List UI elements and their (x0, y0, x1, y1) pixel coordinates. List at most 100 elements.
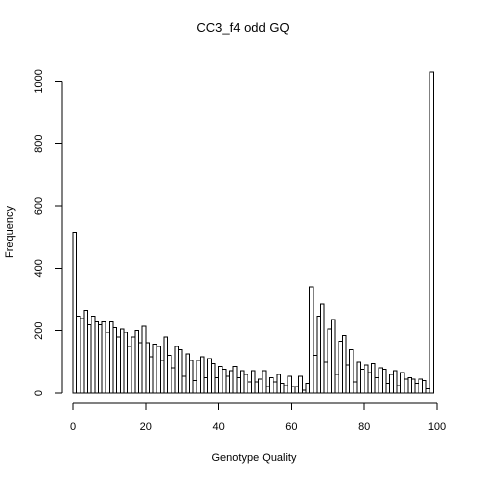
histogram-bar (418, 378, 423, 394)
histogram-bar (108, 320, 114, 394)
histogram-bar (79, 317, 85, 394)
histogram-bar (392, 370, 398, 394)
y-tick-label: 800 (33, 135, 45, 153)
histogram-bar (374, 376, 380, 394)
histogram-bar (265, 386, 271, 394)
histogram-bar (345, 364, 351, 394)
histogram-bar (367, 372, 372, 394)
histogram-bar (76, 316, 81, 394)
x-tick-label: 80 (358, 421, 370, 433)
x-tick-label: 40 (212, 421, 224, 433)
histogram-bar (247, 381, 252, 394)
histogram-bar (156, 345, 161, 394)
histogram-bar (429, 71, 434, 394)
histogram-bar (305, 383, 311, 394)
histogram-bar (276, 373, 281, 394)
x-axis: 0 20 40 60 80 100 (70, 402, 446, 433)
histogram-bar (94, 320, 99, 394)
histogram-bar (239, 370, 245, 394)
histogram-bar (178, 348, 183, 394)
histogram-bar (112, 327, 118, 394)
histogram-bar (127, 345, 132, 394)
histogram-bar (356, 361, 362, 394)
histogram-bar (203, 376, 209, 394)
histogram-bar (341, 334, 347, 394)
histogram-bar (98, 323, 103, 394)
histogram-bar (381, 369, 387, 394)
histogram-bar (141, 325, 147, 394)
histogram-bar (119, 328, 125, 394)
bars-group (72, 71, 434, 394)
histogram-bar (301, 389, 307, 394)
x-axis-label: Genotype Quality (212, 452, 297, 464)
histogram-bar (189, 359, 194, 394)
histogram-bar (425, 387, 431, 394)
histogram-bar (421, 380, 427, 394)
histogram-bar (349, 348, 354, 394)
histogram-bar (258, 378, 263, 394)
histogram-bar (400, 372, 405, 394)
histogram-bar (320, 303, 325, 394)
histogram-bar (90, 316, 96, 394)
histogram-bar (159, 359, 165, 394)
histogram-bar (221, 369, 227, 394)
histogram-bar (196, 359, 201, 394)
histogram-bar (272, 381, 278, 394)
histogram-bar (167, 355, 172, 394)
histogram-bar (327, 328, 332, 394)
histogram-bar (330, 319, 336, 394)
x-tick-label: 0 (70, 421, 76, 433)
histogram-bar (298, 375, 303, 394)
histogram-bar (287, 375, 292, 394)
histogram-bar (225, 375, 230, 394)
histogram-bar (116, 336, 121, 394)
histogram-bar (148, 356, 154, 394)
histogram-bar (243, 373, 249, 394)
histogram-bar (283, 384, 289, 394)
histogram-bar (83, 309, 89, 394)
histogram-bar (101, 320, 107, 394)
histogram-bar (152, 344, 158, 394)
histogram-bar (389, 373, 394, 394)
histogram-bar (145, 342, 150, 394)
histogram-bar (123, 331, 129, 394)
histogram-bar (105, 331, 110, 394)
histogram-bar (138, 342, 143, 394)
histogram-bar (290, 386, 296, 394)
histogram-bar (87, 323, 92, 394)
histogram-bar (403, 378, 409, 394)
histogram-bar (170, 367, 176, 394)
y-axis: 0 200 400 600 800 1000 (33, 69, 63, 396)
histogram-bar (218, 366, 223, 394)
histogram-bar (210, 362, 216, 394)
y-tick-label: 400 (33, 259, 45, 277)
y-axis-label: Frequency (4, 206, 16, 258)
histogram-bar (309, 286, 314, 394)
histogram-bar (207, 358, 212, 394)
histogram-bar (269, 376, 274, 394)
histogram-bar (385, 383, 391, 394)
y-tick-label: 1000 (33, 69, 45, 93)
histogram-bar (378, 367, 383, 394)
histogram-bar (360, 369, 365, 394)
x-tick-label: 60 (285, 421, 297, 433)
histogram-bar (323, 361, 329, 394)
histogram-bar (185, 353, 190, 394)
histogram-bar (250, 370, 256, 394)
x-tick-label: 20 (140, 421, 152, 433)
histogram-bar (352, 381, 358, 394)
histogram-bar (174, 345, 180, 394)
histogram-bar (316, 316, 321, 394)
histogram-bar (363, 364, 369, 394)
x-tick-label: 100 (428, 421, 446, 433)
y-tick-label: 200 (33, 321, 45, 339)
histogram-bar (312, 355, 318, 394)
histogram-bar (163, 336, 169, 394)
histogram-bar (254, 381, 260, 394)
histogram-bar (134, 330, 139, 394)
histogram-bar (371, 362, 376, 394)
histogram-bar (280, 383, 285, 394)
histogram-bar (236, 376, 241, 394)
histogram-bar (181, 375, 187, 394)
histogram-bar (338, 341, 343, 394)
